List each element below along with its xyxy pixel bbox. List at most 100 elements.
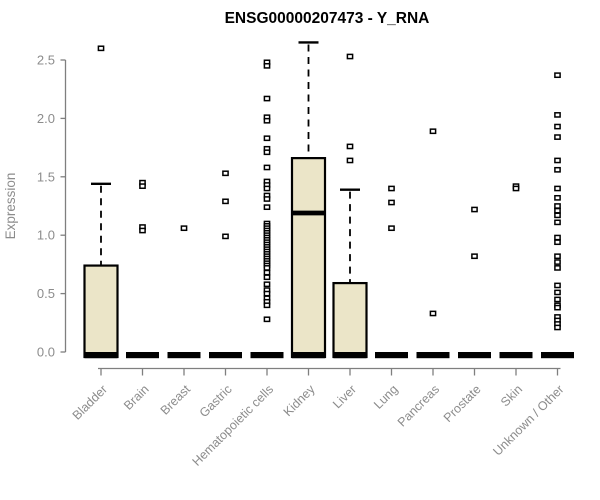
outlier-point <box>222 198 229 205</box>
y-tick-label: 2.0 <box>37 111 55 126</box>
box <box>290 157 327 359</box>
x-tick-label: Gastric <box>197 382 235 420</box>
outlier-point <box>554 296 561 303</box>
outlier-point <box>263 135 271 142</box>
outlier-point <box>554 324 561 331</box>
box-group <box>250 59 284 359</box>
flat-box <box>250 352 284 359</box>
x-tick-label: Breast <box>158 382 194 418</box>
outlier-point <box>554 72 561 79</box>
outlier-point <box>263 95 271 102</box>
x-tick-label: Hematopoietic cells <box>190 382 277 469</box>
outlier-point <box>554 185 561 192</box>
outlier-point <box>263 62 271 69</box>
outlier-point <box>263 185 271 192</box>
box-bottom-bar <box>333 352 367 359</box>
outlier-point <box>429 310 437 317</box>
outlier-point <box>512 185 520 192</box>
outlier-point <box>554 134 561 140</box>
outlier-point <box>346 157 354 164</box>
x-tick-label: Brain <box>121 382 152 413</box>
outlier-point <box>429 128 437 135</box>
boxes-layer <box>83 41 574 359</box>
flat-box <box>126 352 159 359</box>
flat-box <box>209 352 242 359</box>
outlier-point <box>263 290 271 297</box>
outlier-point <box>346 53 354 60</box>
outlier-point <box>263 149 271 156</box>
x-tick-label: Pancreas <box>395 382 442 429</box>
chart-title: ENSG00000207473 - Y_RNA <box>225 10 430 27</box>
y-axis-label: Expression <box>3 173 18 240</box>
box-group <box>375 185 408 359</box>
y-tick-label: 1.0 <box>37 228 55 243</box>
outlier-point <box>554 203 561 209</box>
y-tick-label: 0.0 <box>37 345 55 360</box>
outlier-point <box>263 269 271 276</box>
flat-box <box>167 352 201 359</box>
x-tick-label: Kidney <box>281 382 318 419</box>
x-tick-label: Unknown / Other <box>490 382 566 458</box>
outlier-point <box>388 199 395 206</box>
outlier-point <box>554 219 561 226</box>
outlier-point <box>554 157 561 164</box>
x-tick-label: Prostate <box>441 382 484 425</box>
outlier-point <box>346 143 354 150</box>
outlier-point <box>263 302 271 309</box>
outlier-point <box>554 304 561 311</box>
box-group <box>126 179 159 359</box>
box-group <box>499 183 533 359</box>
flat-box <box>416 352 450 359</box>
outlier-point <box>554 207 561 214</box>
flat-box <box>541 352 574 359</box>
box-group <box>332 53 368 359</box>
outlier-point <box>263 281 271 288</box>
outlier-point <box>554 282 561 289</box>
box <box>332 281 368 359</box>
outlier-point <box>263 274 271 281</box>
outlier-point <box>263 204 271 211</box>
outlier-point <box>554 253 561 260</box>
outlier-point <box>554 212 561 219</box>
outlier-point <box>139 183 146 189</box>
outlier-point <box>263 265 271 271</box>
box-bottom-bar <box>84 352 118 359</box>
y-tick-label: 0.5 <box>37 286 55 301</box>
outlier-point <box>554 234 561 241</box>
x-tick-label: Skin <box>498 382 525 409</box>
outlier-point <box>263 164 271 171</box>
outlier-point <box>263 316 271 323</box>
box-group <box>209 170 242 359</box>
box-group <box>416 128 450 359</box>
flat-box <box>375 352 408 359</box>
box-group <box>167 225 201 359</box>
box-bottom-bar <box>292 352 325 359</box>
outlier-point <box>139 227 146 234</box>
outlier-point <box>222 233 229 240</box>
outlier-point <box>180 225 188 232</box>
outlier-point <box>222 170 229 177</box>
x-tick-label: Bladder <box>70 382 110 422</box>
outlier-point <box>471 206 478 213</box>
box-group <box>290 41 327 359</box>
outlier-point <box>388 185 395 192</box>
outlier-point <box>97 45 105 52</box>
outlier-point <box>554 289 561 296</box>
box-group <box>83 45 119 359</box>
outlier-point <box>263 117 271 124</box>
x-tick-label: Liver <box>330 382 359 411</box>
outlier-point <box>554 166 561 173</box>
y-tick-label: 2.5 <box>37 53 55 68</box>
x-tick-label: Lung <box>371 382 401 412</box>
outlier-point <box>554 239 561 246</box>
y-tick-label: 1.5 <box>37 169 55 184</box>
outlier-point <box>263 196 271 202</box>
box-group <box>541 72 574 359</box>
outlier-point <box>554 265 561 271</box>
outlier-point <box>554 194 561 201</box>
outlier-point <box>471 253 478 260</box>
box-group <box>458 206 491 359</box>
outlier-point <box>554 259 561 265</box>
